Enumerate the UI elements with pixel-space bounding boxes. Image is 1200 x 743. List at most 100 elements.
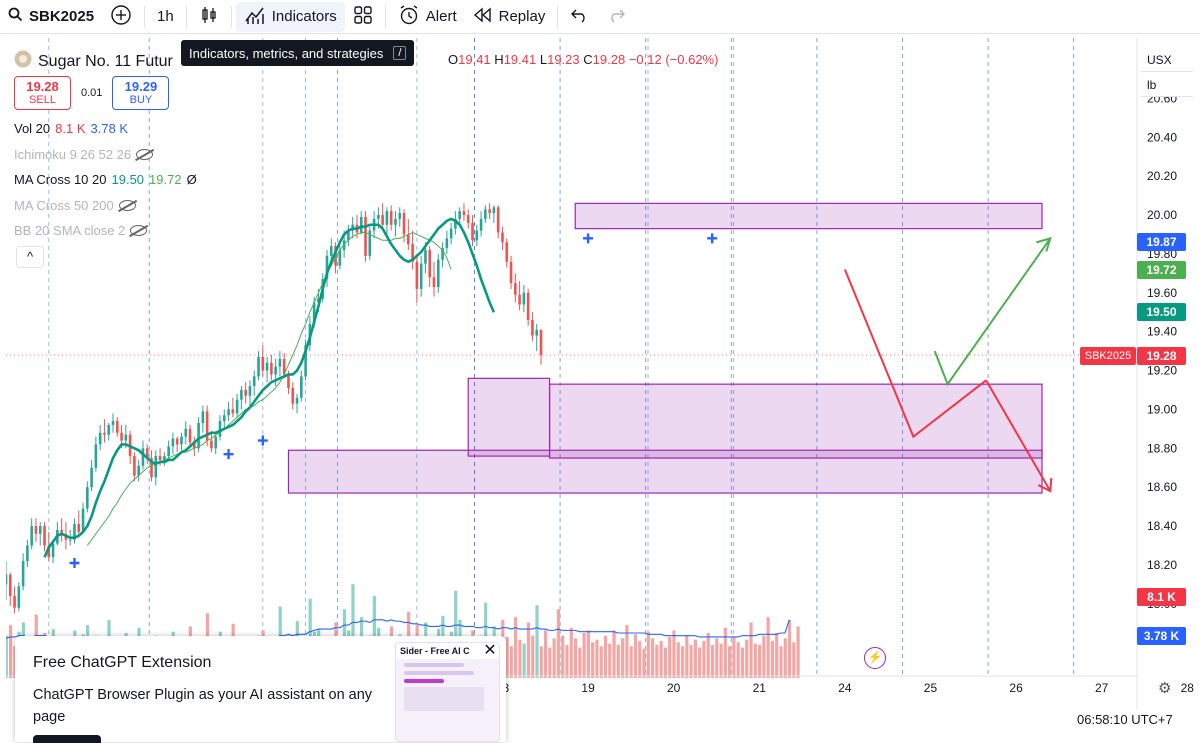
buy-button[interactable]: 19.29 BUY — [112, 76, 170, 110]
candle-body — [26, 545, 29, 562]
candle-body — [454, 218, 457, 229]
volume-bar — [8, 625, 13, 678]
volume-bar — [13, 646, 17, 678]
volume-bar — [740, 647, 745, 678]
volume-bar — [578, 647, 582, 678]
toolbar-divider — [557, 5, 559, 28]
price-tick-label: 20.00 — [1147, 208, 1177, 222]
ad-thumbnail-title: Sider - Free AI C — [396, 643, 499, 659]
candle-body — [154, 456, 158, 478]
currency-selector[interactable]: USX — [1141, 48, 1193, 72]
layouts-button[interactable] — [345, 2, 381, 32]
ad-thumbnail[interactable]: Sider - Free AI C — [395, 642, 500, 742]
price-chart[interactable]: 20.6020.4020.2020.0019.8019.6019.4019.20… — [6, 38, 1200, 742]
tooltip-shortcut: / — [393, 46, 407, 60]
chevron-up-icon: ^ — [26, 249, 34, 264]
toolbar-divider — [384, 5, 386, 28]
ma-cross-hidden-legend[interactable]: MA Cross 50 200 — [14, 198, 136, 213]
chart-type-button[interactable] — [191, 2, 227, 32]
alert-label: Alert — [425, 8, 457, 25]
replay-label: Replay — [498, 8, 546, 25]
unit-selector[interactable]: lb — [1141, 73, 1193, 97]
candle-body — [462, 211, 466, 216]
candle-body — [526, 292, 530, 321]
replay-button[interactable]: Replay — [465, 2, 554, 32]
undo-button[interactable] — [562, 2, 598, 32]
volume-bar — [655, 644, 659, 678]
bearish-projection-line[interactable] — [843, 269, 987, 439]
bullish-projection-line[interactable] — [933, 237, 1052, 387]
bollinger-legend[interactable]: BB 20 SMA close 2 — [14, 223, 148, 238]
volume-bar — [702, 640, 706, 678]
price-axis-background — [1137, 38, 1200, 742]
candle-body — [231, 409, 235, 414]
bearish-projection-tail[interactable] — [985, 379, 1052, 492]
candle-body — [394, 218, 397, 225]
ma-cross-legend[interactable]: MA Cross 10 20 19.50 19.72 Ø — [14, 172, 197, 187]
gear-icon[interactable]: ⚙ — [1158, 680, 1172, 697]
candle-body — [38, 526, 42, 534]
compare-button[interactable] — [102, 2, 140, 32]
eye-hidden-icon[interactable] — [136, 149, 154, 160]
interval-button[interactable]: 1h — [149, 2, 182, 32]
volume-bar — [509, 646, 513, 678]
indicators-button[interactable]: Indicators — [235, 1, 345, 32]
volume-bar — [719, 643, 723, 678]
volume-bar — [625, 625, 629, 678]
candle-body — [180, 436, 183, 445]
candle-body — [214, 436, 218, 449]
ma-fast-line — [43, 217, 496, 558]
time-tick-label: 28 — [1181, 681, 1195, 695]
candle-body — [77, 524, 81, 532]
clock-label[interactable]: 06:58:10 UTC+7 — [1077, 712, 1173, 727]
redo-icon — [606, 7, 626, 27]
chart-area[interactable]: 20.60 20.40 20.20 20.00 19.80 19.60 19.40 19.20… — [6, 38, 1200, 742]
candle-body — [171, 438, 175, 447]
candle-body — [359, 216, 363, 233]
supply-demand-zone[interactable] — [574, 202, 1043, 230]
collapse-legend-button[interactable]: ^ — [16, 246, 44, 268]
symbol-search[interactable]: SBK2025 — [0, 2, 102, 32]
volume-indicator-label: Vol 20 — [14, 121, 51, 136]
volume-bar — [616, 644, 620, 678]
candle-body — [342, 240, 346, 251]
price-tick-label: 18.40 — [1147, 519, 1177, 533]
close-icon[interactable]: ✕ — [483, 642, 497, 659]
ma-slow-value: 19.72 — [149, 172, 182, 187]
volume-bar — [736, 642, 740, 678]
supply-demand-zone[interactable] — [287, 449, 1043, 494]
low-label: L — [539, 52, 548, 67]
candle-body — [240, 389, 243, 400]
candle-body — [488, 209, 491, 214]
candle-body — [484, 209, 487, 219]
plus-circle-icon — [110, 4, 132, 30]
supply-demand-zone[interactable] — [548, 383, 1043, 459]
ichimoku-indicator-legend[interactable]: Ichimoku 9 26 52 26 — [14, 147, 154, 162]
sell-button[interactable]: 19.28 SELL — [14, 76, 71, 110]
candle-body — [539, 329, 543, 355]
volume-bar — [728, 646, 732, 678]
candle-body — [86, 487, 89, 509]
time-tick-label: 25 — [924, 681, 938, 695]
eye-hidden-icon[interactable] — [118, 200, 136, 211]
ad-cta-button[interactable] — [33, 735, 101, 743]
candle-body — [419, 263, 423, 289]
eye-hidden-icon[interactable] — [130, 225, 148, 236]
alert-button[interactable]: Alert — [390, 2, 465, 32]
price-tick-label: 20.40 — [1147, 130, 1177, 144]
volume-bar — [454, 590, 458, 678]
lightning-icon[interactable]: ⚡ — [864, 647, 886, 669]
legend-title-row[interactable]: Sugar No. 11 Futur — [14, 50, 173, 73]
candle-body — [120, 432, 123, 441]
volume-bar — [548, 647, 552, 678]
candle-body — [501, 232, 504, 243]
candle-body — [73, 524, 76, 540]
volume-bar — [745, 639, 749, 678]
volume-indicator-legend[interactable]: Vol 20 8.1 K 3.78 K — [14, 121, 128, 136]
sell-price: 19.28 — [26, 79, 59, 94]
candle-body — [81, 508, 85, 532]
volume-bar — [556, 609, 561, 678]
redo-button[interactable] — [598, 2, 634, 32]
supply-demand-zone[interactable] — [467, 377, 551, 457]
interval-label: 1h — [157, 8, 174, 25]
